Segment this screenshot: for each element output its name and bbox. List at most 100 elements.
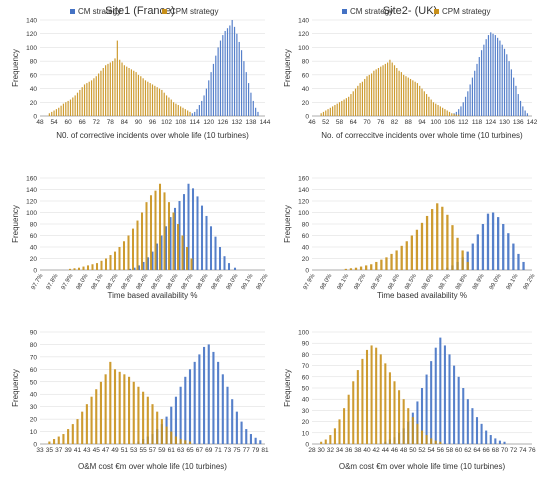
bar (492, 33, 494, 116)
bar (448, 354, 451, 444)
x-tick-label: 98.1% (337, 273, 351, 291)
x-axis-label: N0. of corrective incidents over whole l… (56, 131, 249, 140)
bar (93, 78, 95, 116)
bar (341, 100, 343, 116)
bar (240, 50, 243, 116)
x-tick-label: 98.3% (370, 273, 384, 291)
bar (180, 106, 182, 116)
bar (338, 419, 341, 444)
x-tick-label: 38 (354, 447, 362, 454)
y-tick-label: 90 (30, 330, 38, 337)
x-tick-label: 77 (243, 447, 251, 454)
bar (467, 91, 469, 116)
bar (435, 103, 437, 116)
x-tick-label: 67 (196, 447, 204, 454)
bar (53, 439, 56, 444)
x-tick-label: 60 (455, 447, 463, 454)
bar (58, 107, 60, 116)
x-tick-label: 136 (513, 119, 524, 126)
x-tick-label: 42 (373, 447, 381, 454)
bar (156, 87, 158, 116)
bar (203, 95, 205, 116)
bar (113, 369, 117, 444)
bar (348, 96, 350, 116)
x-tick-label: 78 (107, 119, 115, 126)
x-tick-label: 72 (510, 447, 518, 454)
bar (163, 92, 165, 116)
y-tick-label: 60 (302, 233, 310, 240)
x-tick-label: 49 (111, 447, 119, 454)
y-tick-label: 0 (33, 442, 37, 449)
bar (116, 40, 118, 117)
bar (407, 408, 410, 444)
bar (431, 209, 434, 270)
y-tick-label: 30 (30, 404, 38, 411)
bar (414, 81, 416, 116)
bar (184, 376, 187, 444)
bar (385, 257, 388, 270)
x-tick-label: 97.7% (31, 273, 45, 291)
x-tick-label: 56 (437, 447, 445, 454)
bar (501, 44, 503, 116)
x-axis-label: O&M cost €m over whole life (10 turbines… (78, 462, 227, 471)
bar (437, 105, 439, 116)
y-tick-label: 20 (302, 419, 310, 426)
bar (147, 81, 149, 116)
y-tick-label: 60 (30, 72, 38, 79)
x-tick-label: 58 (336, 119, 344, 126)
x-tick-label: 144 (260, 119, 271, 126)
bar (466, 399, 469, 444)
bar (207, 344, 210, 444)
bar (217, 47, 219, 116)
bar (91, 264, 94, 270)
legend-label: CM strategy (350, 7, 393, 16)
bar (497, 217, 500, 270)
bar (163, 192, 166, 270)
bar (187, 183, 190, 270)
bar (140, 76, 142, 116)
bar (384, 363, 387, 444)
bar (455, 111, 457, 116)
bar (226, 28, 229, 117)
bar (245, 72, 247, 116)
bar (464, 96, 467, 116)
bar (524, 110, 526, 116)
bar (100, 260, 103, 270)
series-cm (384, 337, 506, 444)
bar (81, 87, 83, 116)
bar (409, 78, 412, 116)
bar (158, 183, 162, 270)
bar (444, 109, 446, 116)
x-tick-label: 62 (464, 447, 472, 454)
bar (173, 207, 177, 270)
bar (446, 214, 449, 270)
bar (361, 81, 364, 116)
bar (118, 371, 121, 444)
x-tick-label: 52 (322, 119, 330, 126)
bar (476, 63, 478, 116)
bar (434, 347, 437, 444)
bar (388, 372, 391, 444)
bar (191, 188, 195, 270)
y-tick-label: 20 (30, 417, 38, 424)
bar (416, 401, 419, 444)
bar (158, 88, 161, 116)
y-tick-label: 120 (298, 31, 309, 38)
legend-label: CM strategy (78, 7, 121, 16)
bar (491, 212, 495, 270)
x-tick-label: 106 (444, 119, 455, 126)
y-tick-label: 140 (26, 18, 37, 25)
bar (178, 201, 181, 270)
bar (194, 111, 196, 116)
bar (451, 113, 453, 116)
x-tick-label: 37 (55, 447, 63, 454)
x-tick-label: 99.2% (523, 273, 537, 291)
y-tick-label: 60 (30, 233, 38, 240)
bar (411, 417, 414, 444)
series-cpm (344, 203, 469, 270)
x-tick-label: 39 (65, 447, 73, 454)
